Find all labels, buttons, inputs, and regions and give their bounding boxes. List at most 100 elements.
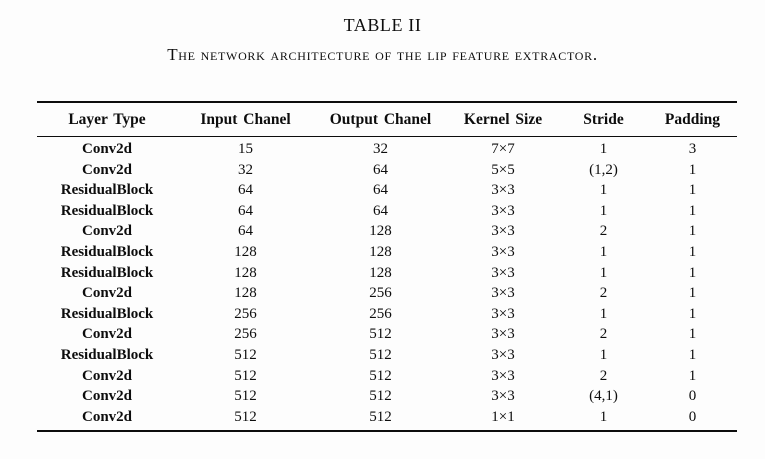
column-header: Kernel Size (463, 111, 543, 128)
column-header: Padding (664, 111, 721, 128)
table-cell: 3×3 (491, 305, 515, 322)
table-cell: Conv2d (81, 367, 133, 384)
table-cell: 1 (688, 264, 697, 281)
table-cell: 1 (688, 243, 697, 260)
table-cell: 512 (369, 388, 392, 405)
table-cell: 1 (599, 408, 608, 425)
table-cell: Conv2d (81, 141, 133, 157)
table-row: Conv2d 512 512 3×3 2 1 (37, 366, 737, 387)
table-cell: 1 (688, 326, 697, 343)
table-cell: 512 (234, 408, 257, 425)
table-cell: ResidualBlock (60, 182, 154, 199)
table-cell: 1 (688, 305, 697, 322)
table-cell: 128 (369, 243, 392, 260)
table-cell: 1 (599, 182, 608, 199)
table-row: ResidualBlock 128 128 3×3 1 1 (37, 263, 737, 284)
table-cell: 3 (688, 141, 697, 157)
table-row: Conv2d 64 128 3×3 2 1 (37, 221, 737, 242)
table-cell: 3×3 (491, 285, 515, 302)
table-cell: 3×3 (491, 346, 515, 363)
table-row: ResidualBlock 512 512 3×3 1 1 (37, 345, 737, 366)
table-cell: 256 (369, 305, 392, 322)
table-cell: Conv2d (81, 388, 133, 405)
table-cell: Conv2d (81, 223, 133, 240)
table-cell: 512 (234, 388, 257, 405)
column-header: Input Chanel (200, 111, 291, 128)
table-cell: Conv2d (81, 285, 133, 302)
table-cell: 1 (688, 202, 697, 219)
table-cell: 64 (373, 202, 388, 219)
table-cell: 512 (234, 367, 257, 384)
table-row: ResidualBlock 64 64 3×3 1 1 (37, 180, 737, 201)
column-header: Layer Type (68, 111, 146, 128)
architecture-table: Layer Type Input Chanel Output Chanel Kerne… (37, 101, 737, 433)
table-cell: 64 (373, 161, 388, 178)
table-title: TABLE II (343, 15, 422, 35)
table-cell: 2 (599, 367, 608, 384)
table-cell: 128 (369, 264, 392, 281)
table-cell: ResidualBlock (60, 264, 154, 281)
table-cell: 1 (599, 346, 608, 363)
table-cell: 1 (599, 141, 608, 157)
table-cell: 512 (234, 346, 257, 363)
table-cell: 3×3 (491, 202, 515, 219)
column-header: Stride (583, 111, 624, 128)
table-cell: 1 (688, 182, 697, 199)
table-cell: 512 (369, 346, 392, 363)
table-cell: 2 (599, 326, 608, 343)
table-cell: 1 (599, 202, 608, 219)
table-cell: ResidualBlock (60, 346, 154, 363)
table-cell: ResidualBlock (60, 243, 154, 260)
table-cell: 64 (238, 202, 253, 219)
table-cell: Conv2d (81, 326, 133, 343)
table-cell: 3×3 (491, 264, 515, 281)
table-body: Conv2d 15 32 7×7 1 3 Conv2d 32 64 5×5 (1,2) 1 Residu… (37, 137, 737, 432)
table-cell: 256 (234, 326, 257, 343)
table-cell: (4,1) (589, 388, 618, 405)
table-cell: 256 (369, 285, 392, 302)
table-cell: 0 (688, 408, 697, 425)
table-cell: (1,2) (589, 161, 618, 178)
table-cell: 2 (599, 285, 608, 302)
table-cell: 128 (234, 243, 257, 260)
table-row: Conv2d 128 256 3×3 2 1 (37, 283, 737, 304)
table-caption: The network architecture of the lip feat… (167, 45, 598, 64)
table-cell: ResidualBlock (60, 305, 154, 322)
table-cell: 1 (688, 161, 697, 178)
table-cell: 32 (238, 161, 253, 178)
table-row: Conv2d 32 64 5×5 (1,2) 1 (37, 160, 737, 181)
table-cell: 512 (369, 408, 392, 425)
table-cell: 512 (369, 326, 392, 343)
table-cell: 128 (234, 285, 257, 302)
table-cell: 3×3 (491, 367, 515, 384)
table-cell: 3×3 (491, 326, 515, 343)
table-cell: 3×3 (491, 223, 515, 240)
table-cell: 1×1 (491, 408, 515, 425)
table-cell: 3×3 (491, 388, 515, 405)
table-cell: 15 (238, 141, 253, 157)
table-row: Conv2d 512 512 3×3 (4,1) 0 (37, 386, 737, 407)
table-cell: 1 (688, 367, 697, 384)
table-cell: 64 (238, 182, 253, 199)
table-cell: Conv2d (81, 408, 133, 425)
table-row: Conv2d 256 512 3×3 2 1 (37, 324, 737, 345)
table-row: ResidualBlock 128 128 3×3 1 1 (37, 242, 737, 263)
table-cell: ResidualBlock (60, 202, 154, 219)
table-cell: 1 (599, 305, 608, 322)
table-cell: 3×3 (491, 182, 515, 199)
table-cell: 1 (688, 346, 697, 363)
column-header: Output Chanel (329, 111, 432, 128)
table-row: ResidualBlock 64 64 3×3 1 1 (37, 201, 737, 222)
table-cell: 1 (688, 223, 697, 240)
table-row: Conv2d 15 32 7×7 1 3 (37, 137, 737, 160)
table-cell: 1 (599, 243, 608, 260)
table-cell: 256 (234, 305, 257, 322)
table-cell: 3×3 (491, 243, 515, 260)
table-row: Conv2d 512 512 1×1 1 0 (37, 407, 737, 432)
table-header: Layer Type Input Chanel Output Chanel Kerne… (37, 102, 737, 137)
table-cell: Conv2d (81, 161, 133, 178)
table-cell: 0 (688, 388, 697, 405)
table-cell: 5×5 (491, 161, 515, 178)
table-cell: 1 (688, 285, 697, 302)
